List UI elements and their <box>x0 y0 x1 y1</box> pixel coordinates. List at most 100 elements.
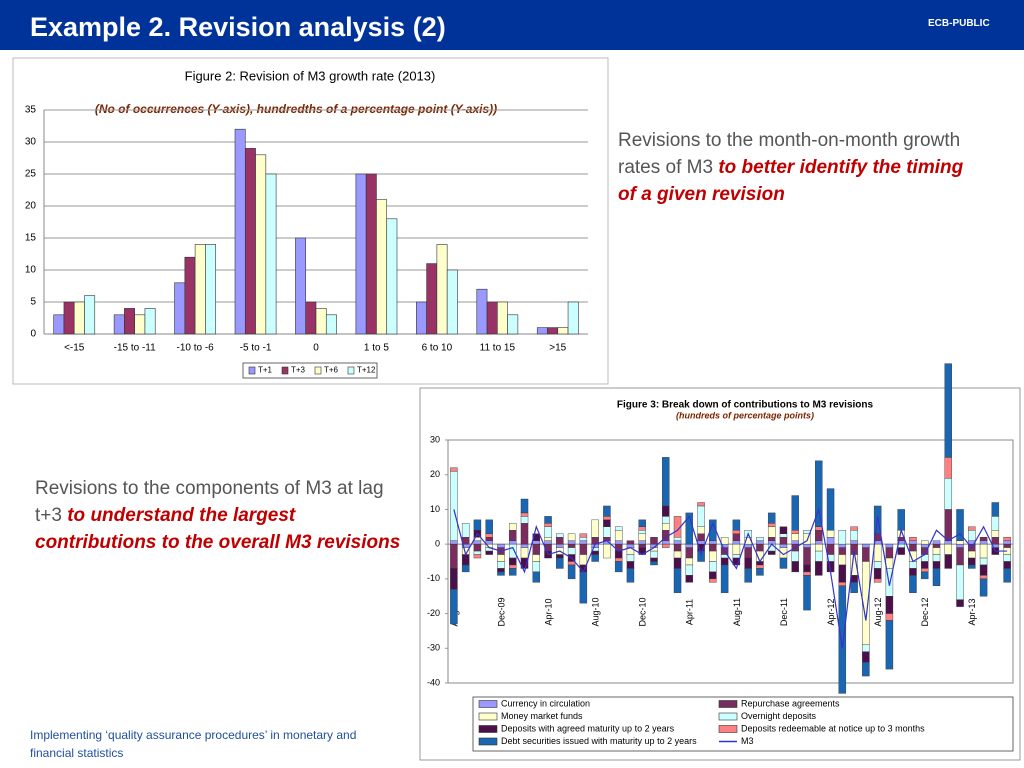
bar-segment <box>473 543 482 552</box>
chart-title: Figure 2: Revision of M3 growth rate (20… <box>185 68 436 83</box>
x-tick-label: -15 to -11 <box>114 343 156 354</box>
bar-segment <box>791 495 799 531</box>
bar-segment <box>956 509 964 541</box>
bar-segment <box>944 554 952 569</box>
bar-segment <box>956 547 964 566</box>
bar-segment <box>932 561 941 569</box>
bar-segment <box>979 575 988 580</box>
legend-label: Deposits with agreed maturity up to 2 ye… <box>501 723 675 733</box>
bar-segment <box>591 550 599 555</box>
bar <box>144 308 156 335</box>
bar-segment <box>932 540 941 545</box>
bar-segment <box>744 568 752 583</box>
bar <box>315 308 327 335</box>
bar <box>446 269 458 335</box>
bar-segment <box>1003 537 1011 541</box>
bar-segment <box>956 564 964 600</box>
bar-segment <box>720 564 729 593</box>
bar-segment <box>1003 561 1011 569</box>
plot-frame <box>447 439 1014 684</box>
bar <box>436 244 448 335</box>
bar-segment <box>850 526 858 531</box>
bar-segment <box>473 554 482 559</box>
x-tick-label: 6 to 10 <box>422 343 453 354</box>
bar-segment <box>803 571 811 576</box>
bar-segment <box>897 547 905 555</box>
bar-segment <box>567 533 576 541</box>
bar-segment <box>579 540 588 545</box>
bar-segment <box>685 547 694 559</box>
bar-segment <box>544 537 552 541</box>
legend-label: Repurchase agreements <box>741 698 840 708</box>
bar-segment <box>544 523 552 527</box>
legend-swatch <box>718 700 738 708</box>
bar-segment <box>932 568 941 587</box>
bar-segment <box>614 530 623 541</box>
bar-segment <box>838 554 847 566</box>
bar-segment <box>709 561 717 573</box>
bar <box>84 295 96 335</box>
bar-segment <box>579 533 588 538</box>
bar <box>244 148 256 335</box>
x-tick-label: Aug-10 <box>591 597 601 626</box>
legend-swatch <box>718 712 738 721</box>
text-plain: Revisions to the month-on-month growth r… <box>618 130 961 178</box>
bar-segment <box>803 543 811 548</box>
legend-label: T+3 <box>291 366 306 375</box>
bar <box>234 128 246 335</box>
bar-segment <box>791 533 799 541</box>
bar <box>205 244 216 335</box>
legend-label: Overnight deposits <box>741 711 817 721</box>
bar-segment <box>815 540 823 545</box>
bar-segment <box>826 488 835 531</box>
bar-segment <box>909 561 917 569</box>
bar-segment <box>767 550 776 555</box>
bar-segment <box>885 547 894 559</box>
bar-segment <box>885 543 894 548</box>
bar-segment <box>638 530 646 534</box>
bar-segment <box>732 540 741 545</box>
bar-segment <box>791 530 799 534</box>
legend-label: M3 <box>741 736 754 746</box>
bar <box>53 314 65 335</box>
bar-segment <box>815 550 823 562</box>
bar-segment <box>838 543 847 548</box>
bar-segment <box>991 530 1000 538</box>
bar-segment <box>944 509 952 541</box>
bar <box>295 237 307 335</box>
bar-segment <box>579 554 588 566</box>
bar-segment <box>838 582 847 586</box>
bar-segment <box>497 568 505 573</box>
legend-swatch <box>478 700 498 708</box>
bar <box>134 314 146 335</box>
bar-segment <box>815 561 823 576</box>
bar-segment <box>520 512 529 517</box>
y-tick-label: 20 <box>430 469 440 479</box>
bar-segment <box>932 554 941 562</box>
bar-segment <box>909 575 917 593</box>
bar-segment <box>862 547 870 562</box>
bar-segment <box>497 561 505 569</box>
bar-segment <box>909 537 917 541</box>
bar-segment <box>638 543 646 548</box>
bar-segment <box>850 582 858 593</box>
bar <box>536 327 548 335</box>
legend-label: T+6 <box>324 366 339 375</box>
bar-segment <box>920 543 929 548</box>
bar-segment <box>873 568 882 580</box>
legend-label: T+12 <box>357 366 376 375</box>
bar-segment <box>850 540 858 545</box>
x-tick-label: Apr-12 <box>826 598 836 625</box>
bar-segment <box>579 571 588 604</box>
bar-segment <box>603 543 611 559</box>
bar <box>184 256 196 335</box>
bar-segment <box>779 537 788 545</box>
bar-segment <box>979 578 988 597</box>
footer: Implementing ‘quality assurance procedur… <box>30 728 357 760</box>
bar-segment <box>650 557 658 562</box>
x-tick-label: 11 to 15 <box>480 343 516 354</box>
legend-swatch <box>718 725 738 733</box>
bar-segment <box>509 523 517 531</box>
bar-segment <box>803 547 811 566</box>
